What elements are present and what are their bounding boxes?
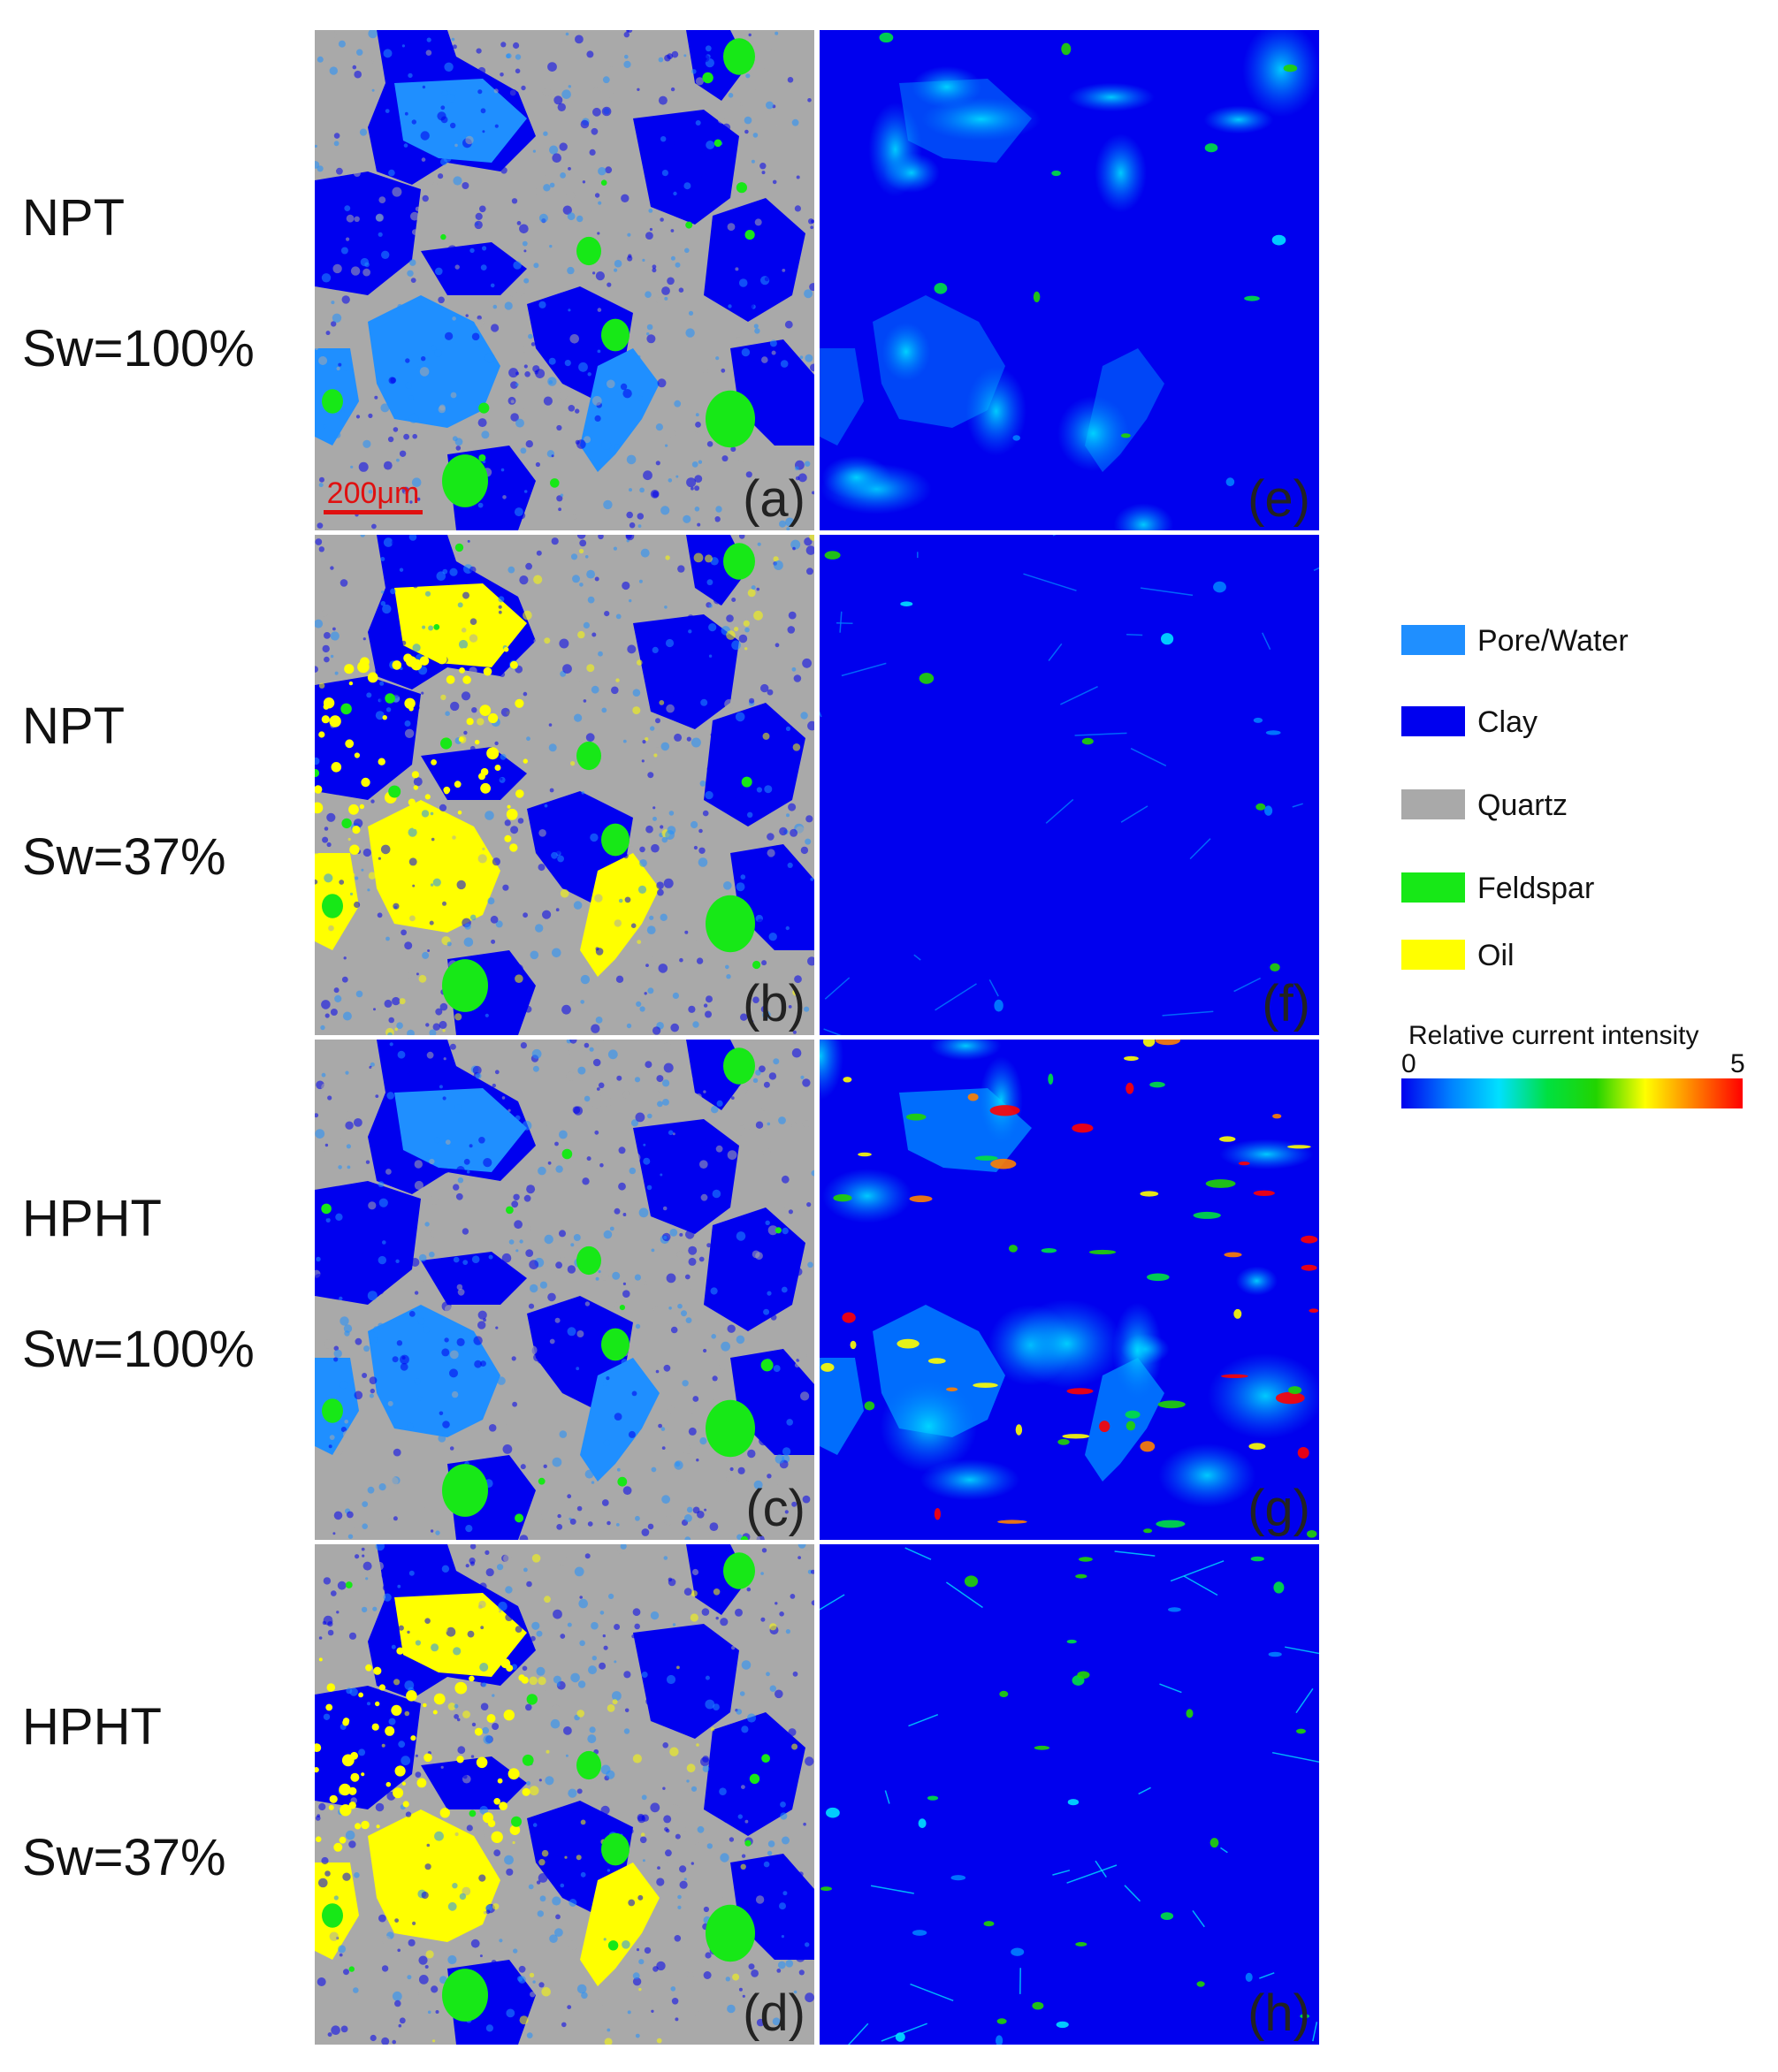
current-map-panel-e: (e) xyxy=(820,30,1319,530)
panel-label: (a) xyxy=(743,470,805,528)
mineral-map-panel-c: (c) xyxy=(315,1040,814,1540)
scale-bar-label: 200μm xyxy=(326,476,420,510)
condition-label: HPHT xyxy=(22,1698,162,1756)
saturation-label: Sw=37% xyxy=(22,828,226,886)
current-map-image xyxy=(820,30,1319,530)
condition-label: HPHT xyxy=(22,1190,162,1247)
mineral-map-image xyxy=(315,1544,814,2045)
legend-label: Quartz xyxy=(1477,788,1568,822)
legend-label: Feldspar xyxy=(1477,872,1595,905)
panel-label: (d) xyxy=(743,1984,805,2042)
saturation-label: Sw=100% xyxy=(22,1321,255,1378)
colorbar-title: Relative current intensity xyxy=(1408,1021,1699,1050)
legend-swatch xyxy=(1401,625,1465,655)
mineral-map-image xyxy=(315,30,814,530)
legend-swatch xyxy=(1401,940,1465,970)
condition-label: NPT xyxy=(22,189,125,247)
scale-bar: 200μm xyxy=(324,478,423,514)
mineral-map-panel-d: (d) xyxy=(315,1544,814,2045)
panel-label: (f) xyxy=(1262,975,1310,1032)
colorbar-max-label: 5 xyxy=(1730,1049,1745,1078)
mineral-map-panel-a: 200μm (a) xyxy=(315,30,814,530)
colorbar-min-label: 0 xyxy=(1401,1049,1416,1078)
legend: Pore/Water Clay Quartz Feldspar Oil Rela… xyxy=(1401,623,1773,1118)
current-map-panel-h: (h) xyxy=(820,1544,1319,2045)
legend-label: Oil xyxy=(1477,939,1515,972)
legend-swatch xyxy=(1401,872,1465,903)
mineral-map-image xyxy=(315,535,814,1035)
legend-item-feldspar: Feldspar xyxy=(1401,871,1755,906)
legend-item-oil: Oil xyxy=(1401,938,1755,973)
scale-bar-line xyxy=(324,510,423,514)
panel-label: (c) xyxy=(745,1480,805,1537)
panel-label: (b) xyxy=(743,975,805,1032)
saturation-label: Sw=100% xyxy=(22,320,255,377)
legend-item-quartz: Quartz xyxy=(1401,788,1755,823)
legend-label: Pore/Water xyxy=(1477,624,1629,658)
current-map-image xyxy=(820,535,1319,1035)
current-map-image xyxy=(820,1544,1319,2045)
mineral-map-panel-b: (b) xyxy=(315,535,814,1035)
legend-label: Clay xyxy=(1477,705,1538,739)
condition-label: NPT xyxy=(22,697,125,755)
legend-item-clay: Clay xyxy=(1401,705,1755,740)
saturation-label: Sw=37% xyxy=(22,1829,226,1886)
current-map-panel-f: (f) xyxy=(820,535,1319,1035)
colorbar-gradient xyxy=(1401,1078,1743,1108)
legend-swatch xyxy=(1401,789,1465,819)
panel-label: (e) xyxy=(1248,470,1310,528)
legend-item-pore-water: Pore/Water xyxy=(1401,623,1755,659)
current-map-image xyxy=(820,1040,1319,1540)
mineral-map-image xyxy=(315,1040,814,1540)
legend-swatch xyxy=(1401,706,1465,736)
panel-label: (h) xyxy=(1248,1984,1310,2042)
current-map-panel-g: (g) xyxy=(820,1040,1319,1540)
panel-label: (g) xyxy=(1248,1480,1310,1537)
